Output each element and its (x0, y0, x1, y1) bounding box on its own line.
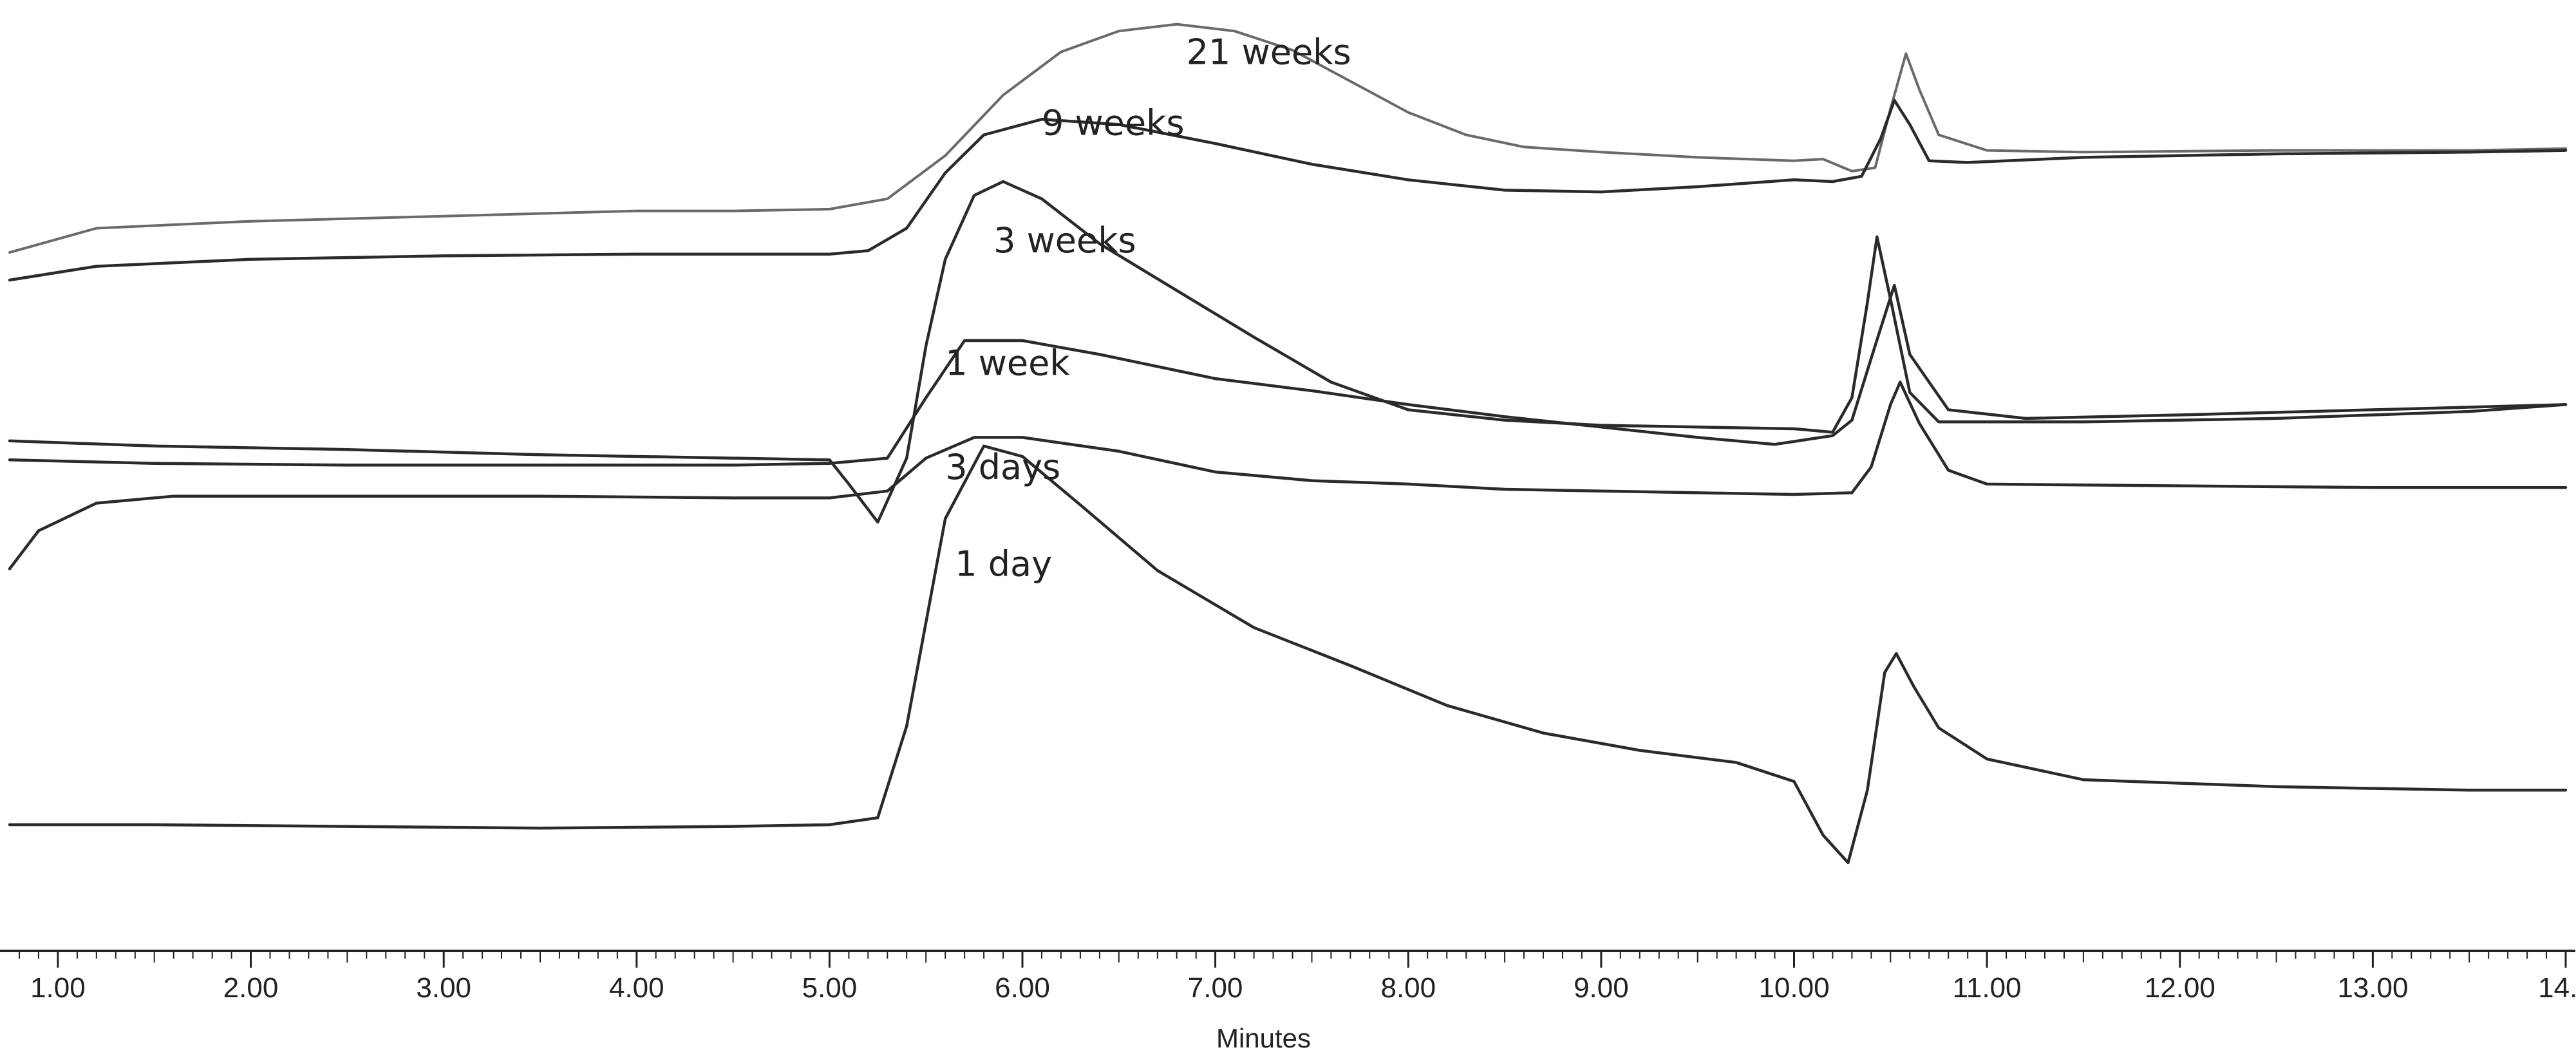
trace-3-days (8, 380, 2568, 570)
series-label-3-days: 3 days (945, 447, 1060, 487)
x-tick-label: 10.00 (1758, 972, 1829, 1004)
trace-1-day (8, 444, 2568, 865)
trace-layer (8, 23, 2568, 865)
x-tick-label: 13.00 (2337, 972, 2408, 1004)
x-axis-title: Minutes (1216, 1023, 1311, 1053)
x-tick-label: 14.0 (2538, 972, 2576, 1004)
trace-21-weeks (8, 23, 2567, 254)
series-label-1-day: 1 day (955, 543, 1052, 584)
x-tick-label: 6.00 (995, 972, 1050, 1004)
x-tick-label: 5.00 (802, 972, 858, 1004)
trace-1-week (8, 283, 2568, 467)
x-tick-label: 4.00 (609, 972, 664, 1004)
x-tick-label: 3.00 (416, 972, 471, 1004)
x-tick-label: 11.00 (1953, 972, 2022, 1004)
trace-3-weeks (8, 180, 2568, 524)
x-tick-label: 2.00 (223, 972, 279, 1004)
x-tick-label: 9.00 (1574, 972, 1629, 1004)
series-label-9-weeks: 9 weeks (1042, 103, 1185, 144)
series-label-1-week: 1 week (945, 343, 1070, 384)
x-tick-label: 7.00 (1188, 972, 1243, 1004)
x-tick-label: 8.00 (1380, 972, 1436, 1004)
x-tick-label: 12.00 (2145, 972, 2215, 1004)
x-tick-layer: 1.00 2.00 3.00 4.00 5.00 6.00 7.00 8.00 9.00 10.0… (19, 951, 2576, 1004)
x-axis: 1.00 2.00 3.00 4.00 5.00 6.00 7.00 8.00 9.00 10.0… (0, 950, 2576, 1053)
series-label-21-weeks: 21 weeks (1187, 32, 1351, 72)
trace-9-weeks (8, 99, 2568, 282)
x-tick-label: 1.00 (30, 972, 86, 1004)
series-label-3-weeks: 3 weeks (993, 220, 1136, 261)
